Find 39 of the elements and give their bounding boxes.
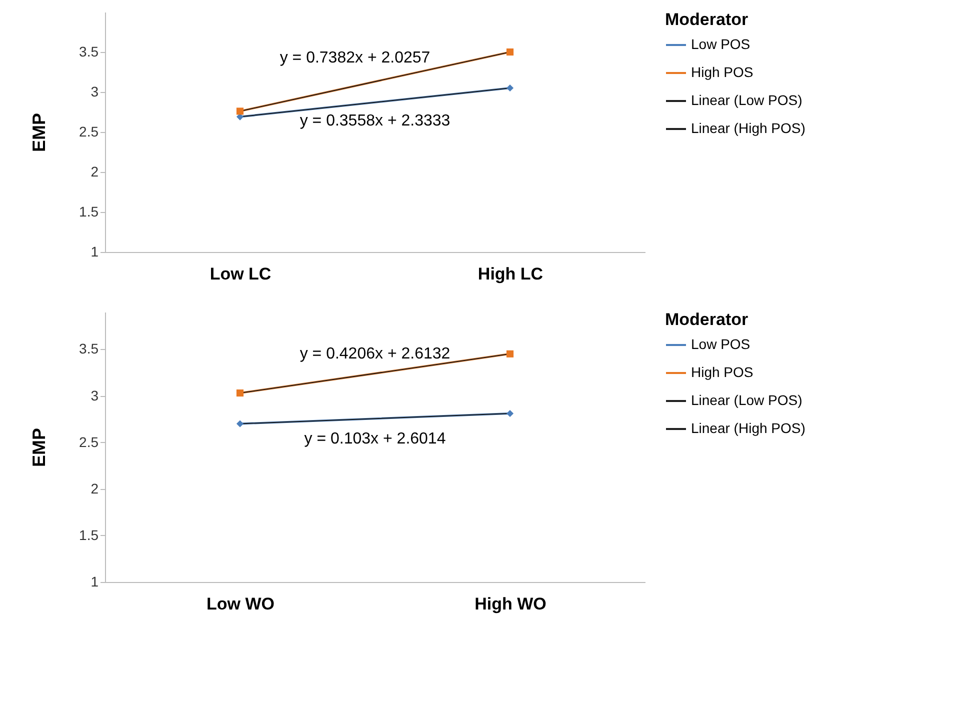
legend-label: Low POS bbox=[691, 336, 750, 352]
y-tick-label: 1 bbox=[90, 574, 99, 590]
point bbox=[236, 389, 244, 397]
x-tick-label: High LC bbox=[478, 264, 544, 284]
y-tick-label: 1 bbox=[90, 244, 99, 260]
annotation: y = 0.3558x + 2.3333 bbox=[300, 112, 450, 130]
y-tick-label: 1.5 bbox=[79, 526, 99, 543]
point bbox=[506, 350, 514, 358]
legend-label: Linear (High POS) bbox=[691, 120, 806, 136]
legend-label: Linear (Low POS) bbox=[691, 392, 802, 408]
legend-label: Low POS bbox=[691, 36, 750, 52]
point bbox=[506, 48, 514, 56]
legend-label: High POS bbox=[691, 364, 754, 380]
legend-title: Moderator bbox=[665, 10, 748, 29]
point bbox=[236, 108, 244, 115]
y-tick-label: 3.5 bbox=[79, 340, 99, 357]
y-tick-label: 3 bbox=[90, 84, 99, 100]
y-tick-label: 1.5 bbox=[79, 204, 99, 220]
x-tick-label: Low LC bbox=[210, 264, 272, 284]
y-tick-label: 2 bbox=[90, 164, 99, 180]
annotation: y = 0.4206x + 2.6132 bbox=[300, 345, 450, 362]
y-tick-label: 2.5 bbox=[79, 434, 99, 450]
y-axis-title: EMP bbox=[29, 112, 50, 152]
x-tick-label: Low WO bbox=[206, 594, 274, 614]
legend-label: Linear (High POS) bbox=[691, 420, 806, 436]
y-tick-label: 2 bbox=[90, 480, 99, 496]
legend-title: Moderator bbox=[665, 310, 748, 329]
legend-label: Linear (Low POS) bbox=[691, 92, 802, 108]
point bbox=[236, 420, 244, 428]
legend-label: High POS bbox=[691, 64, 754, 80]
point bbox=[506, 84, 514, 92]
y-axis-title: EMP bbox=[29, 428, 50, 468]
y-tick-label: 2.5 bbox=[79, 124, 99, 140]
point bbox=[506, 410, 514, 418]
y-tick-label: 3.5 bbox=[79, 44, 99, 60]
x-tick-label: High WO bbox=[474, 594, 546, 614]
annotation: y = 0.103x + 2.6014 bbox=[304, 430, 446, 448]
y-tick-label: 3 bbox=[90, 387, 99, 404]
annotation: y = 0.7382x + 2.0257 bbox=[280, 50, 430, 67]
